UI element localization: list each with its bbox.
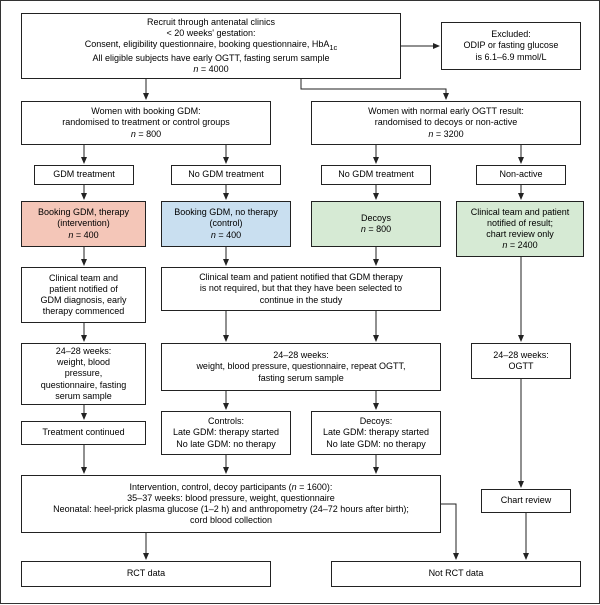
text-nogdmtx1: No GDM treatment (176, 169, 276, 180)
box-notify-gdm: Clinical team andpatient notified ofGDM … (21, 267, 146, 323)
text-notify-gdm: Clinical team andpatient notified ofGDM … (26, 273, 141, 318)
text-nogdmtx2: No GDM treatment (326, 169, 426, 180)
text-gdmtx: GDM treatment (39, 169, 129, 180)
box-nonactive: Clinical team and patientnotified of res… (456, 201, 584, 257)
box-chart: Chart review (481, 489, 571, 513)
box-intervention: Booking GDM, therapy(intervention)n = 40… (21, 201, 146, 247)
text-nonactive: Clinical team and patientnotified of res… (461, 207, 579, 252)
text-control: Booking GDM, no therapy(control)n = 400 (166, 207, 286, 241)
box-notrct: Not RCT data (331, 561, 581, 587)
box-decoys: Decoysn = 800 (311, 201, 441, 247)
text-rct: RCT data (26, 568, 266, 579)
box-nogdmtx1: No GDM treatment (171, 165, 281, 185)
box-excluded: Excluded:ODIP or fasting glucoseis 6.1–6… (441, 22, 581, 70)
box-rct: RCT data (21, 561, 271, 587)
box-nonactive-label: Non-active (476, 165, 566, 185)
text-controls-late: Controls:Late GDM: therapy startedNo lat… (166, 416, 286, 450)
text-chart: Chart review (486, 495, 566, 506)
text-notify-noreq: Clinical team and patient notified that … (166, 272, 436, 306)
text-decoys-late: Decoys:Late GDM: therapy startedNo late … (316, 416, 436, 450)
box-normal-rand: Women with normal early OGTT result:rand… (311, 101, 581, 145)
text-intervention: Booking GDM, therapy(intervention)n = 40… (26, 207, 141, 241)
text-w24-non: 24–28 weeks:OGTT (476, 350, 566, 373)
box-w24-non: 24–28 weeks:OGTT (471, 343, 571, 379)
text-decoys: Decoysn = 800 (316, 213, 436, 236)
text-notrct: Not RCT data (336, 568, 576, 579)
text-follow: Intervention, control, decoy participant… (26, 482, 436, 527)
box-txcont: Treatment continued (21, 421, 146, 445)
box-gdmtx: GDM treatment (34, 165, 134, 185)
box-controls-late: Controls:Late GDM: therapy startedNo lat… (161, 411, 291, 455)
box-w24-ctrl: 24–28 weeks:weight, blood pressure, ques… (161, 343, 441, 391)
box-nogdmtx2: No GDM treatment (321, 165, 431, 185)
box-w24-int: 24–28 weeks:weight, bloodpressure,questi… (21, 343, 146, 405)
text-gdm-rand: Women with booking GDM:randomised to tre… (26, 106, 266, 140)
box-notify-noreq: Clinical team and patient notified that … (161, 267, 441, 311)
box-gdm-rand: Women with booking GDM:randomised to tre… (21, 101, 271, 145)
box-follow: Intervention, control, decoy participant… (21, 475, 441, 533)
flowchart-frame: Recruit through antenatal clinics< 20 we… (0, 0, 600, 604)
text-w24-ctrl: 24–28 weeks:weight, blood pressure, ques… (166, 350, 436, 384)
text-w24-int: 24–28 weeks:weight, bloodpressure,questi… (26, 346, 141, 402)
text-normal-rand: Women with normal early OGTT result:rand… (316, 106, 576, 140)
box-decoys-late: Decoys:Late GDM: therapy startedNo late … (311, 411, 441, 455)
text-excluded: Excluded:ODIP or fasting glucoseis 6.1–6… (446, 29, 576, 63)
box-control: Booking GDM, no therapy(control)n = 400 (161, 201, 291, 247)
text-txcont: Treatment continued (26, 427, 141, 438)
box-recruit: Recruit through antenatal clinics< 20 we… (21, 13, 401, 79)
text-nonactive-label: Non-active (481, 169, 561, 180)
text-recruit: Recruit through antenatal clinics< 20 we… (26, 17, 396, 75)
